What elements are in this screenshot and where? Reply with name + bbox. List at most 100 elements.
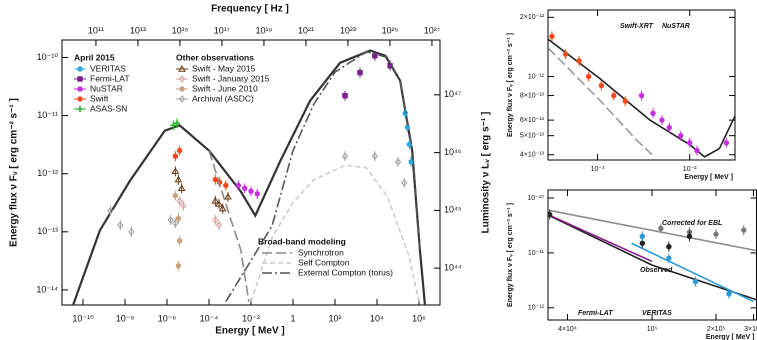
x-tick-label: 10⁵ (647, 326, 658, 333)
y-tick-label: 5×10⁻¹³ (520, 133, 545, 140)
marker (180, 202, 187, 210)
plot-area (548, 31, 735, 158)
plot-frame (547, 189, 757, 321)
y-tick-label: 6×10⁻¹³ (520, 117, 545, 124)
legend-label: Swift - May 2015 (192, 63, 256, 73)
marker (211, 196, 220, 204)
x-tick-label: 10⁴ (370, 313, 384, 323)
marker (77, 86, 83, 92)
plot-frame (547, 9, 736, 161)
model-curve (548, 209, 757, 252)
legend-label: Swift - June 2010 (192, 83, 258, 93)
x-tick-label: 10⁻¹⁰ (72, 313, 94, 323)
marker (179, 86, 185, 92)
marker (254, 191, 261, 197)
x-tick-label: 2×10⁵ (707, 326, 726, 333)
y-tick-label: 10⁻¹⁰ (37, 52, 59, 62)
marker (77, 76, 83, 82)
marker (686, 233, 693, 240)
model-curve (548, 214, 757, 301)
series-label: NuSTAR (662, 23, 690, 30)
marker (598, 82, 605, 89)
marker (723, 140, 730, 146)
marker (650, 110, 656, 116)
marker (177, 184, 186, 192)
legend-label: External Compton (torus) (298, 267, 393, 277)
legend-title: Broad-band modeling (258, 236, 346, 246)
marker (576, 58, 582, 64)
y2-tick-label: 10⁴⁴ (444, 263, 462, 273)
marker (77, 66, 83, 72)
y-axis-title: Energy flux ν Fᵥ [ erg cm⁻² s⁻¹ ] (507, 203, 514, 307)
x-tick-label: 1 (290, 313, 295, 323)
marker (215, 221, 223, 229)
y-axis-title: Energy flux ν Fᵥ [ erg cm⁻² s⁻¹ ] (507, 33, 514, 137)
marker (174, 175, 183, 183)
marker (622, 98, 628, 104)
x-tick-label: 10⁻³ (591, 166, 605, 173)
marker (371, 152, 379, 160)
x2-tick-label: 10²³ (340, 25, 356, 35)
series-label: Corrected for EBL (662, 220, 722, 227)
x-axis-title: Energy [ MeV ] (215, 326, 284, 337)
y2-tick-label: 10⁴⁵ (444, 205, 462, 215)
legend-title: April 2015 (74, 52, 115, 62)
x2-tick-label: 10²¹ (298, 25, 314, 35)
x-tick-label: 10⁶ (412, 313, 426, 323)
marker (687, 140, 693, 146)
x-tick-label: 10⁻⁶ (158, 313, 177, 323)
marker (235, 182, 242, 189)
marker (401, 178, 408, 187)
marker (175, 215, 182, 222)
marker (170, 122, 177, 129)
y2-tick-label: 10⁴⁶ (444, 147, 462, 157)
series-label: Swift-XRT (620, 23, 654, 30)
marker (215, 200, 223, 207)
marker (175, 263, 182, 269)
y2-tick-label: 10⁴⁷ (444, 89, 461, 99)
marker (77, 106, 83, 112)
plot-area (71, 49, 427, 305)
marker (248, 188, 254, 194)
marker (548, 211, 553, 218)
model-curve (250, 164, 420, 302)
marker (408, 159, 414, 165)
x-tick-label: 10⁻⁸ (116, 313, 135, 323)
marker (172, 192, 179, 199)
marker (585, 73, 592, 80)
marker (176, 147, 183, 154)
marker (394, 158, 402, 166)
x-tick-label: 10⁻⁴ (200, 313, 219, 323)
marker (639, 240, 646, 246)
x2-tick-label: 10¹¹ (88, 25, 104, 35)
marker (212, 176, 219, 183)
marker (611, 92, 617, 99)
marker (406, 141, 413, 148)
marker (357, 69, 363, 76)
marker (128, 228, 135, 236)
x-tick-label: 4×10⁴ (558, 326, 577, 333)
legend-label: ASAS-SN (90, 103, 127, 113)
marker (638, 92, 645, 99)
y-tick-label: 10⁻¹¹ (528, 250, 545, 257)
y-tick-label: 4×10⁻¹³ (520, 152, 545, 159)
model-curve (548, 213, 653, 263)
marker (678, 132, 684, 139)
marker (176, 238, 183, 244)
marker (342, 93, 348, 99)
y-tick-label: 2×10⁻¹² (520, 14, 545, 21)
model-curve (208, 150, 250, 302)
marker (562, 51, 569, 57)
marker (171, 167, 180, 174)
legend-label: Self Compton (298, 257, 350, 267)
marker (212, 216, 219, 224)
y-tick-label: 10⁻¹² (528, 73, 545, 80)
legend-label: Synchrotron (298, 247, 344, 257)
marker (666, 124, 672, 131)
marker (658, 225, 664, 232)
marker (107, 207, 114, 215)
x2-tick-label: 10¹⁵ (172, 25, 189, 35)
y-tick-label: 8×10⁻¹³ (520, 92, 545, 99)
